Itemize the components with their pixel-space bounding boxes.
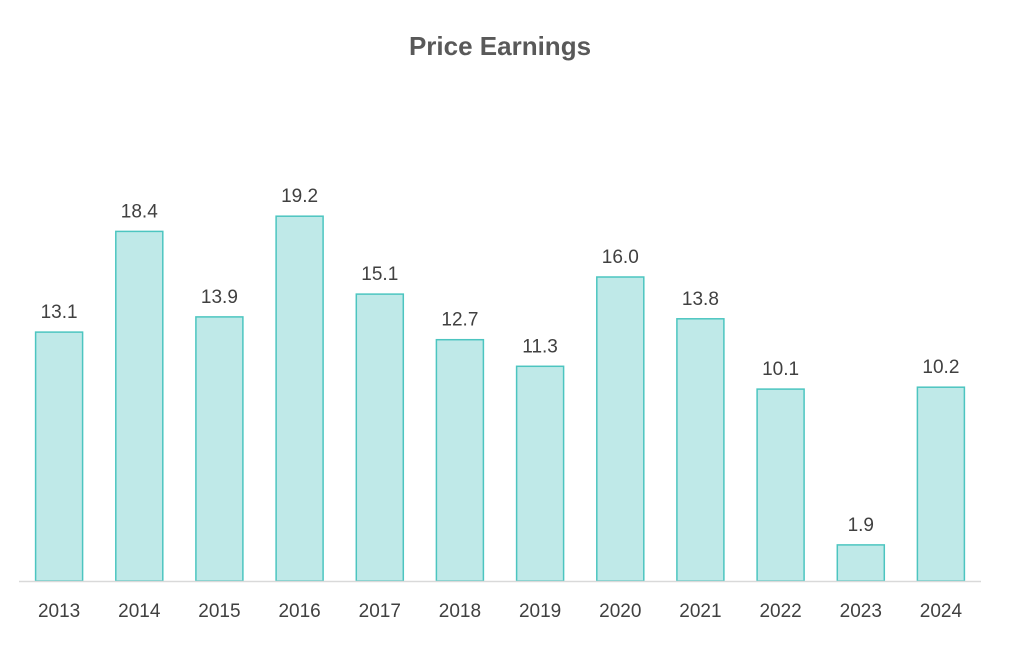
bar-2022	[756, 388, 805, 582]
bar-2018	[435, 338, 485, 582]
x-tick-label-2019: 2019	[519, 601, 561, 622]
x-tick-labels-group: 2013 2014 2015 2016 2017 2018 2019 2020 2021 2022…	[38, 601, 963, 622]
data-label-2017: 15.1	[361, 264, 398, 285]
data-label-2022: 10.1	[762, 359, 799, 380]
bar-2014	[115, 230, 164, 582]
chart-title: Price Earnings	[409, 31, 591, 61]
bar-2020	[596, 276, 645, 582]
x-tick-label-2023: 2023	[840, 601, 882, 622]
x-tick-label-2022: 2022	[759, 601, 801, 622]
bar-2015	[195, 316, 244, 582]
bar-2021	[676, 318, 725, 582]
data-label-2024: 10.2	[922, 357, 959, 378]
x-tick-label-2014: 2014	[118, 601, 161, 622]
bar-2013	[34, 331, 84, 582]
data-label-2014: 18.4	[121, 201, 158, 222]
data-label-2021: 13.8	[682, 289, 719, 310]
x-tick-label-2018: 2018	[439, 601, 481, 622]
bar-2017	[355, 293, 405, 582]
bar-2016	[275, 215, 324, 582]
data-label-2018: 12.7	[441, 310, 478, 331]
x-tick-label-2013: 2013	[38, 601, 80, 622]
bar-2019	[515, 365, 565, 582]
data-label-2015: 13.9	[201, 287, 238, 308]
data-label-2016: 19.2	[281, 186, 318, 207]
x-tick-label-2015: 2015	[198, 601, 240, 622]
bar-2023	[836, 544, 886, 582]
bars-group	[34, 215, 966, 582]
x-tick-label-2017: 2017	[359, 601, 401, 622]
data-label-2013: 13.1	[41, 302, 78, 323]
x-tick-label-2021: 2021	[679, 601, 721, 622]
x-tick-label-2024: 2024	[920, 601, 963, 622]
data-label-2019: 11.3	[522, 336, 558, 357]
x-tick-label-2020: 2020	[599, 601, 641, 622]
bar-2024	[916, 386, 966, 582]
data-labels-group: 13.1 18.4 13.9 19.2 15.1 12.7 11.3 16.0 13.8 10.1…	[41, 186, 960, 536]
data-label-2023: 1.9	[848, 515, 874, 536]
x-tick-label-2016: 2016	[278, 601, 320, 622]
data-label-2020: 16.0	[602, 247, 639, 268]
